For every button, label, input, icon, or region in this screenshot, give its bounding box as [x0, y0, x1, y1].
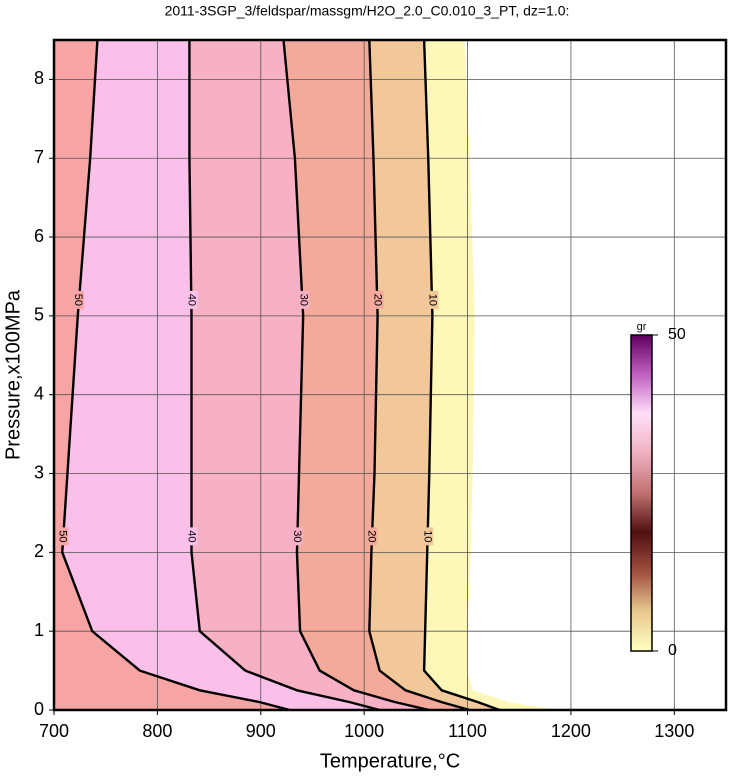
contour-label: 50 [72, 294, 84, 306]
y-tick-label: 3 [34, 462, 44, 482]
contour-line [422, 40, 500, 710]
x-tick-label: 900 [246, 721, 276, 741]
contour-line [368, 40, 470, 710]
colorbar-tick-label: 50 [668, 326, 686, 343]
y-tick-label: 5 [34, 305, 44, 325]
contour-label-bg [290, 527, 303, 546]
line-layer: 10 10 20 20 30 30 40 40 50 50 [54, 40, 726, 710]
x-tick-label: 1100 [448, 721, 487, 741]
contour-label-bg [365, 527, 378, 546]
contour-line [464, 40, 559, 710]
contour-fill [54, 40, 380, 710]
contour-label-bg [426, 290, 439, 309]
x-tick-label: 1200 [551, 721, 591, 741]
y-tick-label: 6 [34, 226, 44, 246]
y-tick-label: 8 [34, 68, 44, 88]
y-tick-label: 2 [34, 541, 44, 561]
contour-label: 10 [421, 530, 433, 542]
contour-label-bg [185, 527, 198, 546]
contour-label: 10 [426, 294, 438, 306]
y-axis-label: Pressure,x100MPa [2, 289, 24, 460]
contour-label-bg [71, 290, 84, 309]
y-tick-label: 1 [34, 620, 44, 640]
x-tick-label: 800 [142, 721, 172, 741]
y-tick-label: 0 [34, 699, 44, 719]
contour-fill [54, 40, 290, 710]
contour-label: 20 [372, 294, 384, 306]
contour-label-bg [371, 290, 384, 309]
colorbar-tick-label: 0 [668, 642, 677, 659]
colorbar [630, 334, 653, 652]
y-tick-label: 7 [34, 147, 44, 167]
contour-line [188, 40, 380, 710]
contour-label: 40 [186, 530, 198, 542]
contour-label: 50 [56, 530, 68, 542]
contour-label-bg [56, 527, 69, 546]
x-axis-label: Temperature,°C [320, 750, 460, 772]
x-tick-label: 1000 [344, 721, 384, 741]
contour-line [282, 40, 430, 710]
x-tick-label: 700 [39, 721, 69, 741]
contour-label: 20 [365, 530, 377, 542]
contour-label-bg [421, 527, 434, 546]
fill-layer [54, 40, 560, 710]
contour-label: 30 [297, 294, 309, 306]
contour-label-bg [297, 290, 310, 309]
x-tick-label: 1300 [654, 721, 694, 741]
y-tick-label: 4 [34, 383, 44, 403]
contour-label: 30 [291, 530, 303, 542]
colorbar-label: gr [637, 321, 647, 333]
contour-label-bg [185, 290, 198, 309]
chart-title: 2011-3SGP_3/feldspar/massgm/H2O_2.0_C0.0… [165, 3, 570, 19]
plot-frame [52, 38, 728, 712]
contour-label: 40 [186, 294, 198, 306]
contour-line [61, 40, 291, 710]
